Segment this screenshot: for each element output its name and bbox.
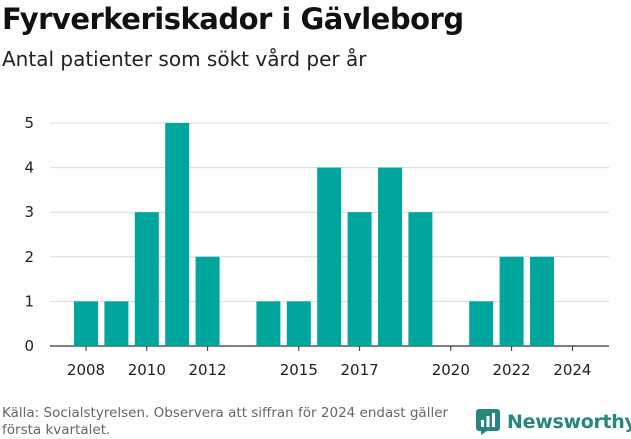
bar-2019 [408, 212, 433, 346]
bar-2010 [134, 212, 159, 346]
y-tick-label: 3 [24, 203, 34, 221]
source-note: Källa: Socialstyrelsen. Observera att si… [2, 405, 449, 438]
y-tick-label: 0 [24, 337, 34, 355]
bar-2017 [347, 212, 372, 346]
bar-2011 [165, 123, 190, 346]
brand-logo: Newsworthy [476, 408, 631, 436]
bar-2008 [74, 301, 98, 346]
x-tick-label: 2024 [553, 361, 591, 379]
bar-2022 [499, 256, 524, 346]
brand-name: Newsworthy [507, 411, 631, 433]
y-tick-label: 4 [24, 159, 34, 177]
bar-2018 [378, 167, 402, 346]
bar-2012 [195, 256, 220, 346]
chart-title: Fyrverkeriskador i Gävleborg [2, 2, 464, 36]
y-tick-label: 5 [24, 114, 34, 132]
x-tick-label: 2010 [128, 361, 166, 379]
bar-2023 [530, 256, 554, 346]
x-tick-label: 2017 [341, 361, 379, 379]
x-tick-label: 2020 [432, 361, 470, 379]
bar-2021 [469, 301, 494, 346]
bar-2009 [104, 301, 129, 346]
bar-2014 [256, 301, 281, 346]
chart-subtitle: Antal patienter som sökt vård per år [2, 47, 367, 71]
x-tick-label: 2012 [189, 361, 227, 379]
bar-2015 [286, 301, 311, 346]
newsworthy-logo-icon [476, 409, 500, 435]
y-tick-label: 1 [24, 292, 34, 310]
bar-2016 [317, 167, 342, 346]
x-tick-label: 2015 [280, 361, 318, 379]
x-tick-label: 2008 [67, 361, 105, 379]
bar-chart: 0 1 2 3 4 5 2008 2010 2012 2015 2017 2020 2022 2024 [24, 114, 609, 379]
x-tick-label: 2022 [493, 361, 531, 379]
y-tick-label: 2 [24, 248, 34, 266]
